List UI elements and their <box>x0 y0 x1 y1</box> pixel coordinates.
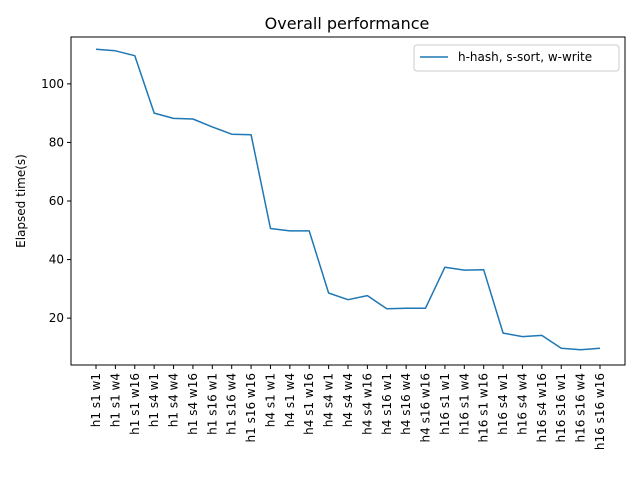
legend-box <box>413 44 620 72</box>
data-point <box>270 228 272 230</box>
x-tick-label: h1 s16 w16 <box>244 373 258 442</box>
data-point <box>289 230 291 232</box>
x-tick-label: h16 s4 w1 <box>496 373 510 435</box>
chart-title: Overall performance <box>265 14 430 33</box>
data-point <box>347 299 349 301</box>
legend-label: h-hash, s-sort, w-write <box>458 50 592 64</box>
x-tick-label: h16 s1 w16 <box>477 373 491 442</box>
x-tick-label: h4 s16 w1 <box>380 373 394 435</box>
x-tick-label: h16 s16 w16 <box>593 373 607 450</box>
x-tick-label: h4 s4 w1 <box>322 373 336 427</box>
x-tick-label: h16 s16 w4 <box>574 373 588 442</box>
x-tick-label: h4 s4 w16 <box>360 373 374 435</box>
data-point <box>212 126 214 128</box>
y-tick-label: 40 <box>49 253 64 267</box>
data-point <box>250 134 252 136</box>
data-point <box>308 230 310 232</box>
x-tick-label: h4 s16 w4 <box>399 373 413 435</box>
x-tick-label: h1 s4 w4 <box>167 373 181 427</box>
x-tick-label: h16 s1 w1 <box>438 373 452 435</box>
y-tick-label: 20 <box>49 311 64 325</box>
data-point <box>328 292 330 294</box>
data-point <box>425 307 427 309</box>
data-point <box>580 349 582 351</box>
x-tick-label: h16 s1 w4 <box>457 373 471 435</box>
plot-area: 20 40 60 80 100 h1 s1 w1 h1 s1 w4 h1 s1 w16 h1 s… <box>41 48 607 450</box>
x-tick-label: h4 s1 w1 <box>263 373 277 427</box>
data-point <box>231 133 233 135</box>
y-tick-label: 100 <box>41 77 64 91</box>
data-point <box>173 118 175 120</box>
x-tick-label: h1 s1 w1 <box>89 373 103 427</box>
x-tick-label: h1 s1 w16 <box>128 373 142 435</box>
data-point <box>444 266 446 268</box>
x-tick-label: h4 s16 w16 <box>419 373 433 442</box>
x-tick-label: h4 s4 w4 <box>341 373 355 427</box>
x-tick-label: h16 s16 w1 <box>554 373 568 442</box>
x-tick-label: h4 s1 w16 <box>302 373 316 435</box>
data-point <box>153 112 155 114</box>
y-axis-label: Elapsed time(s) <box>14 154 28 248</box>
x-tick-label: h1 s4 w16 <box>186 373 200 435</box>
x-tick-label: h16 s4 w4 <box>515 373 529 435</box>
data-point <box>134 55 136 57</box>
data-point <box>95 49 97 51</box>
data-point <box>367 295 369 297</box>
data-point <box>386 308 388 310</box>
data-point <box>502 332 504 334</box>
x-tick-label: h1 s16 w4 <box>225 373 239 435</box>
legend: h-hash, s-sort, w-write <box>413 44 620 72</box>
data-point <box>522 336 524 338</box>
data-point <box>560 348 562 350</box>
x-tick-label: h4 s1 w4 <box>283 373 297 427</box>
plot-frame <box>70 36 626 366</box>
data-point <box>464 269 466 271</box>
y-tick-label: 80 <box>49 135 64 149</box>
x-tick-label: h1 s4 w1 <box>147 373 161 427</box>
data-point <box>192 118 194 120</box>
series-line <box>95 48 601 351</box>
x-tick-label: h1 s16 w1 <box>205 373 219 435</box>
data-point <box>405 307 407 309</box>
data-point <box>483 269 485 271</box>
x-tick-label: h1 s1 w4 <box>108 373 122 427</box>
x-tick-label: h16 s4 w16 <box>535 373 549 442</box>
data-point <box>541 335 543 337</box>
data-point <box>599 348 601 350</box>
data-point <box>115 50 117 52</box>
y-tick-label: 60 <box>49 194 64 208</box>
